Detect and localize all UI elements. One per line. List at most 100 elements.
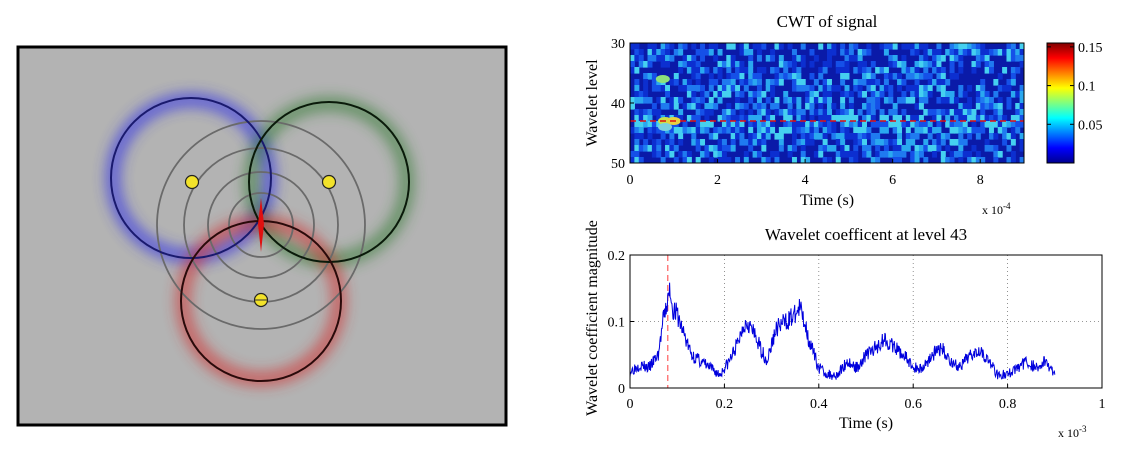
heatmap-cell bbox=[770, 49, 776, 56]
heatmap-cell bbox=[791, 49, 797, 56]
heatmap-cell bbox=[997, 73, 1003, 80]
heatmap-cell bbox=[975, 91, 981, 98]
heatmap-cell bbox=[975, 103, 981, 110]
heatmap-cell bbox=[831, 133, 837, 140]
heatmap-cell bbox=[923, 49, 929, 56]
heatmap-cell bbox=[975, 55, 981, 62]
heatmap-cell bbox=[949, 73, 955, 80]
heatmap-cell bbox=[853, 127, 859, 134]
heatmap-cell bbox=[651, 73, 657, 80]
heatmap-cell bbox=[936, 139, 942, 146]
heatmap-cell bbox=[818, 121, 824, 128]
heatmap-cell bbox=[980, 49, 986, 56]
heatmap-cell bbox=[813, 79, 819, 86]
heatmap-cell bbox=[818, 85, 824, 92]
heatmap-cell bbox=[818, 115, 824, 122]
heatmap-cell bbox=[866, 133, 872, 140]
heatmap-cell bbox=[791, 73, 797, 80]
heatmap-cell bbox=[980, 43, 986, 50]
heatmap-cell bbox=[822, 127, 828, 134]
heatmap-cell bbox=[835, 151, 841, 158]
heatmap-cell bbox=[910, 73, 916, 80]
heatmap-cell bbox=[774, 151, 780, 158]
heatmap-cell bbox=[651, 103, 657, 110]
heatmap-cell bbox=[717, 73, 723, 80]
heatmap-cell bbox=[1006, 103, 1012, 110]
heatmap-cell bbox=[721, 61, 727, 68]
heatmap-cell bbox=[739, 127, 745, 134]
heatmap-cell bbox=[805, 133, 811, 140]
heatmap-cell bbox=[953, 121, 959, 128]
heatmap-cell bbox=[695, 157, 701, 163]
heatmap-cell bbox=[1019, 91, 1024, 98]
heatmap-cell bbox=[827, 145, 832, 152]
heatmap-cell bbox=[927, 79, 933, 86]
heatmap-cell bbox=[879, 121, 885, 128]
heatmap-cell bbox=[638, 49, 644, 56]
heatmap-cell bbox=[708, 157, 714, 163]
heatmap-cell bbox=[918, 115, 924, 122]
heatmap-cell bbox=[848, 115, 854, 122]
heatmap-cell bbox=[791, 145, 797, 152]
heatmap-cell bbox=[975, 85, 981, 92]
heatmap-cell bbox=[809, 85, 815, 92]
heatmap-cell bbox=[805, 139, 811, 146]
heatmap-cell bbox=[910, 49, 916, 56]
heatmap-cell bbox=[923, 109, 929, 116]
heatmap-cell bbox=[791, 55, 797, 62]
heatmap-cell bbox=[980, 91, 986, 98]
heatmap-cell bbox=[1015, 127, 1021, 134]
heatmap-cell bbox=[647, 127, 653, 134]
heatmap-cell bbox=[686, 115, 692, 122]
heatmap-cell bbox=[678, 127, 684, 134]
heatmap-cell bbox=[967, 151, 973, 158]
heatmap-cell bbox=[791, 85, 797, 92]
heatmap-cell bbox=[713, 133, 719, 140]
heatmap-cell bbox=[840, 145, 846, 152]
heatmap-cell bbox=[1019, 85, 1024, 92]
heatmap-cell bbox=[748, 97, 754, 104]
heatmap-cell bbox=[888, 55, 894, 62]
heatmap-cell bbox=[818, 103, 824, 110]
heatmap-cell bbox=[835, 109, 841, 116]
heatmap-x-exponent-power: -4 bbox=[1003, 201, 1011, 211]
heatmap-cell bbox=[717, 145, 723, 152]
heatmap-cell bbox=[765, 109, 771, 116]
heatmap-cell bbox=[988, 103, 994, 110]
heatmap-cell bbox=[791, 67, 797, 74]
heatmap-cell bbox=[905, 115, 911, 122]
heatmap-cell bbox=[1024, 103, 1029, 110]
heatmap-cell bbox=[739, 139, 745, 146]
heatmap-cell bbox=[1002, 85, 1008, 92]
heatmap-cell bbox=[918, 55, 924, 62]
heatmap-cell bbox=[691, 43, 697, 50]
heatmap-cell bbox=[984, 55, 990, 62]
heatmap-cell bbox=[853, 55, 859, 62]
heatmap-cell bbox=[651, 49, 657, 56]
heatmap-cell bbox=[721, 79, 727, 86]
heatmap-cell bbox=[822, 97, 828, 104]
heatmap-cell bbox=[997, 115, 1003, 122]
heatmap-cell bbox=[848, 109, 854, 116]
heatmap-cell bbox=[765, 115, 771, 122]
heatmap-cell bbox=[700, 85, 706, 92]
heatmap-cell bbox=[862, 61, 867, 68]
heatmap-cell bbox=[717, 49, 723, 56]
heatmap-cell bbox=[1002, 127, 1008, 134]
heatmap-cell bbox=[752, 103, 758, 110]
heatmap-cell bbox=[691, 97, 697, 104]
heatmap-hotspot bbox=[655, 75, 670, 83]
heatmap-cell bbox=[918, 61, 924, 68]
heatmap-cell bbox=[787, 97, 793, 104]
colorbar bbox=[1046, 42, 1075, 164]
heatmap-cell bbox=[892, 55, 898, 62]
heatmap-cell bbox=[975, 49, 981, 56]
heatmap-cell bbox=[748, 49, 754, 56]
heatmap-cell bbox=[897, 145, 903, 152]
heatmap-cell bbox=[730, 61, 736, 68]
heatmap-cell bbox=[708, 103, 714, 110]
heatmap-cell bbox=[774, 73, 780, 80]
heatmap-cell bbox=[756, 121, 762, 128]
heatmap-cell bbox=[739, 61, 745, 68]
heatmap-cell bbox=[656, 151, 662, 158]
